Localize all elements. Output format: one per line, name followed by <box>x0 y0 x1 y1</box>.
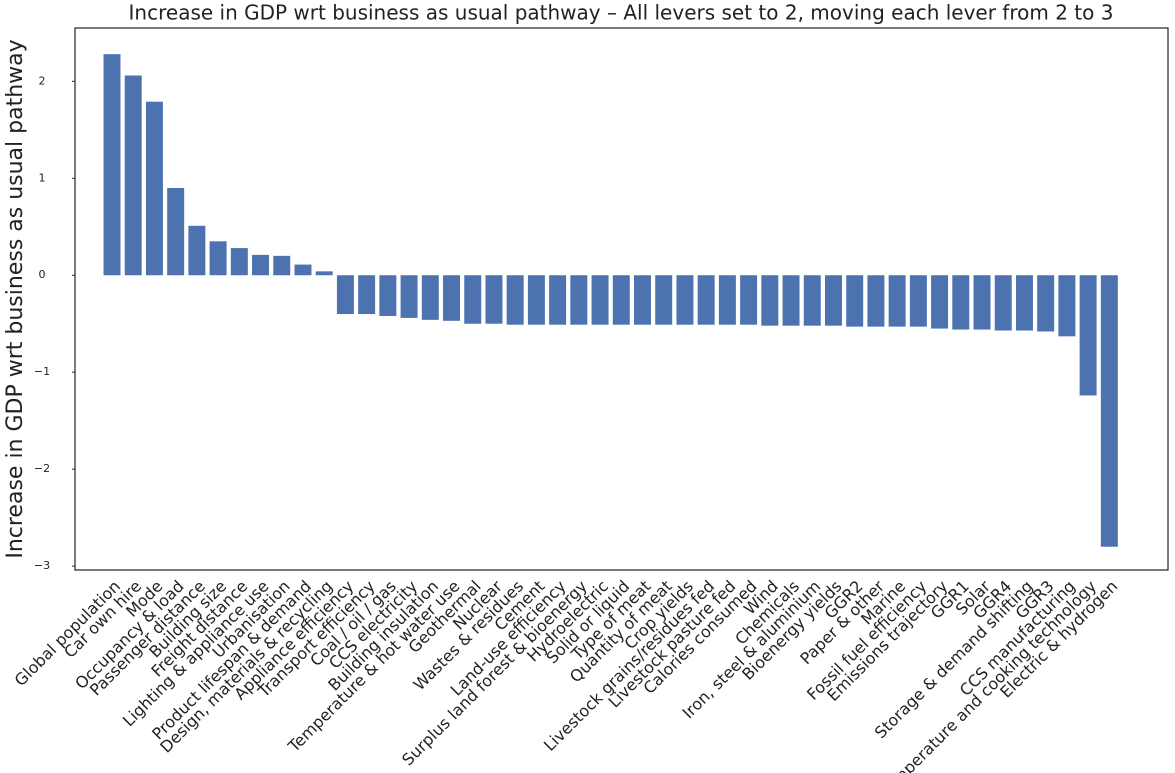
bar <box>485 275 503 324</box>
y-tick-label: −3 <box>34 559 50 572</box>
bar <box>634 275 651 325</box>
bar <box>167 187 185 276</box>
bar <box>909 275 927 327</box>
bar <box>443 275 461 321</box>
bar <box>124 75 142 276</box>
bar <box>655 275 673 325</box>
bar <box>464 275 482 324</box>
bar <box>145 101 163 276</box>
y-tick-label: 1 <box>39 171 46 184</box>
bar <box>209 241 227 276</box>
bar <box>336 275 354 315</box>
bar <box>230 248 248 276</box>
bar <box>824 275 842 326</box>
bar <box>973 275 991 330</box>
bar <box>188 225 206 276</box>
bar <box>1037 275 1055 332</box>
bar <box>506 275 524 325</box>
bar <box>549 275 567 325</box>
bar <box>591 275 609 325</box>
bar <box>740 275 758 325</box>
bar <box>952 275 970 330</box>
y-tick-label: −2 <box>34 462 50 475</box>
bar <box>846 275 864 327</box>
bar <box>358 275 376 315</box>
bar <box>803 275 821 326</box>
bar <box>676 275 694 325</box>
bar <box>867 275 885 327</box>
bar <box>782 275 800 326</box>
y-tick-label: 0 <box>39 268 46 281</box>
bar <box>1100 275 1118 547</box>
bar <box>612 275 630 325</box>
bar <box>994 275 1012 331</box>
plot-frame <box>74 27 1169 571</box>
bar <box>379 275 397 316</box>
bar <box>697 275 715 325</box>
bar <box>1015 275 1033 331</box>
bar <box>1058 275 1076 337</box>
bar <box>761 275 779 326</box>
bar <box>718 275 736 325</box>
bar <box>931 275 949 329</box>
y-tick-label: −1 <box>34 365 50 378</box>
bar <box>252 254 270 276</box>
bar <box>570 275 588 325</box>
bar <box>527 275 545 325</box>
y-axis-label: Increase in GDP wrt business as usual pa… <box>3 39 28 558</box>
y-tick-label: 2 <box>39 74 46 87</box>
bar <box>315 271 333 276</box>
bar <box>1079 275 1097 396</box>
bar <box>294 264 312 276</box>
bar <box>273 255 291 276</box>
bar <box>400 275 418 318</box>
bar <box>103 54 121 276</box>
chart-title: Increase in GDP wrt business as usual pa… <box>129 1 1114 25</box>
bar <box>421 275 439 320</box>
bar <box>888 275 906 327</box>
